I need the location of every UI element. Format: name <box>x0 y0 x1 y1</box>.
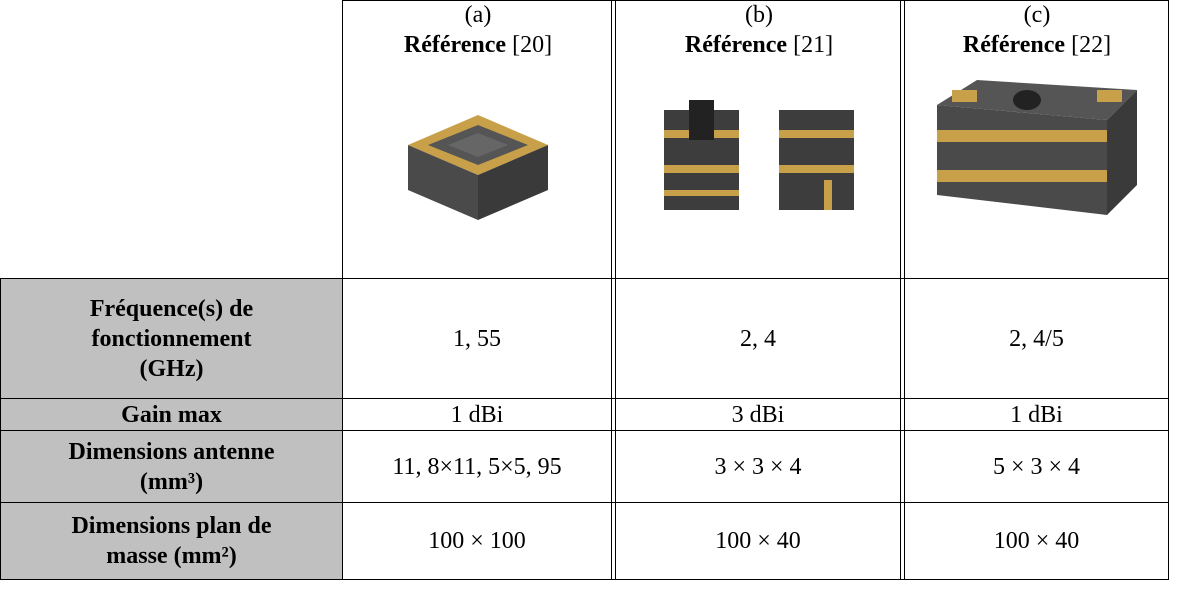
border <box>0 579 1169 580</box>
cell: 2, 4/5 <box>905 279 1168 398</box>
border <box>0 278 1 580</box>
antenna-image <box>664 100 854 210</box>
title: Référence <box>962 32 1066 58</box>
row-header: Gain max <box>1 399 342 430</box>
cell-text: 3 × 3 × 4 <box>714 453 802 480</box>
header-cell: (a) Référence [20] <box>342 0 614 278</box>
column-label: (a) <box>464 2 492 28</box>
cell: 3 × 3 × 4 <box>616 431 900 502</box>
row-header-text: Fréquence(s) de fonctionnement (GHz) <box>89 295 254 382</box>
antenna-image <box>937 80 1137 215</box>
header-cell: (c) Référence [22] <box>905 0 1169 278</box>
cell-text: 5 × 3 × 4 <box>992 453 1081 480</box>
title: Référence <box>684 32 788 58</box>
column-title: Référence [20] <box>404 30 552 60</box>
cell: 2, 4 <box>616 279 900 398</box>
column-title: Référence [21] <box>685 30 833 60</box>
cell: 1, 55 <box>343 279 611 398</box>
row-header: Dimensions plan de masse (mm²) <box>1 503 342 579</box>
cell: 5 × 3 × 4 <box>905 431 1168 502</box>
border <box>1168 0 1169 580</box>
antenna-image <box>408 115 548 220</box>
border <box>0 278 1169 279</box>
cell-text: 1, 55 <box>453 325 501 352</box>
cell: 100 × 40 <box>905 503 1168 579</box>
cell-text: 11, 8×11, 5×5, 95 <box>392 453 562 480</box>
ref: [21] <box>793 32 834 58</box>
cell: 100 × 40 <box>616 503 900 579</box>
cell-text: 3 dBi <box>731 401 785 428</box>
cell-text: 2, 4/5 <box>1009 325 1064 352</box>
ref: [22] <box>1071 32 1112 58</box>
column-label: (b) <box>745 2 773 28</box>
cell-text: 1 dBi <box>450 401 504 428</box>
row-header-text: Gain max <box>121 401 222 428</box>
cell-text: 1 dBi <box>1010 401 1063 428</box>
cell: 1 dBi <box>343 399 611 430</box>
cell-text: 2, 4 <box>740 325 776 352</box>
ref: [20] <box>512 32 553 58</box>
border <box>0 502 1169 503</box>
cell-text: 100 × 40 <box>993 528 1080 554</box>
border <box>0 430 1169 431</box>
row-header-text: Dimensions antenne (mm³) <box>68 438 275 495</box>
cell: 100 × 100 <box>343 503 611 579</box>
border <box>900 0 901 580</box>
header-cell: (b) Référence [21] <box>616 0 902 278</box>
row-header-text: Dimensions plan de masse (mm²) <box>71 513 272 569</box>
row-header: Fréquence(s) de fonctionnement (GHz) <box>1 279 342 398</box>
border <box>615 0 616 580</box>
title: Référence <box>403 32 507 58</box>
cell-text: 100 × 40 <box>715 528 801 554</box>
border <box>342 0 343 580</box>
column-label: (c) <box>1023 2 1051 28</box>
cell: 11, 8×11, 5×5, 95 <box>343 431 611 502</box>
border <box>0 398 1169 399</box>
row-header: Dimensions antenne (mm³) <box>1 431 342 502</box>
border <box>904 0 905 580</box>
border <box>342 0 1169 1</box>
column-title: Référence [22] <box>963 30 1111 60</box>
border <box>611 0 612 580</box>
cell: 1 dBi <box>905 399 1168 430</box>
cell-text: 100 × 100 <box>428 528 526 554</box>
cell: 3 dBi <box>616 399 900 430</box>
